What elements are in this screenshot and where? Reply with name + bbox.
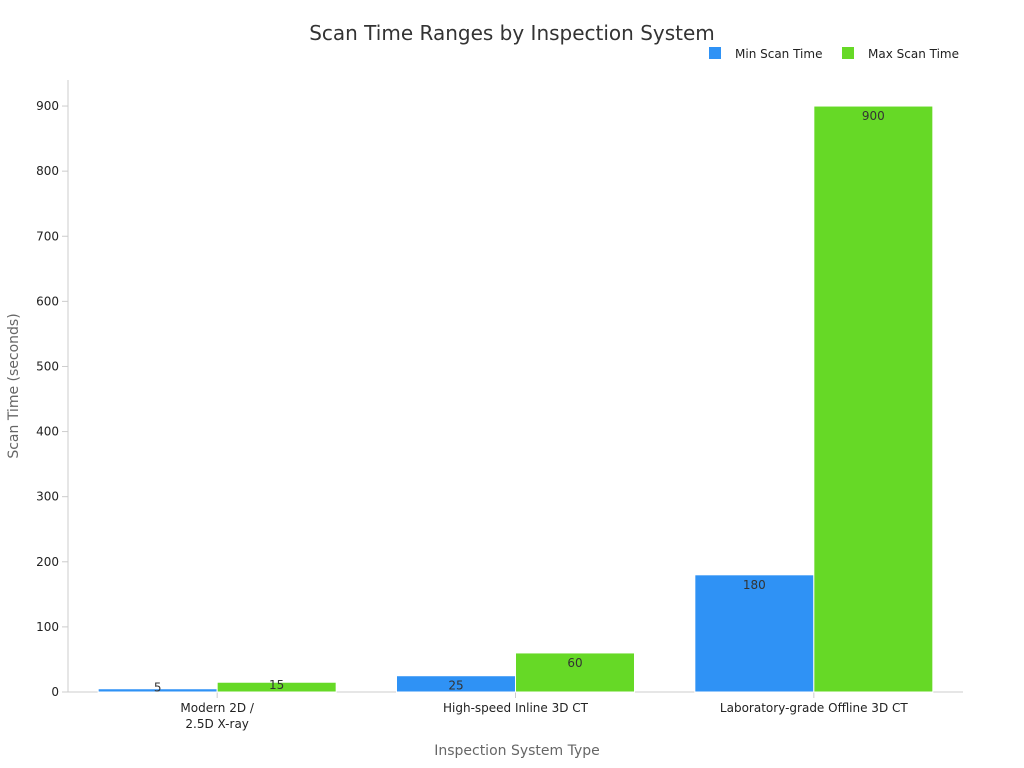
bar-min-2 <box>694 574 815 693</box>
bars: 5 25 180 15 60 900 <box>97 105 934 694</box>
legend: Min Scan Time Max Scan Time <box>709 47 959 61</box>
y-tick-label: 600 <box>36 294 59 308</box>
y-axis: 0 100 200 300 400 500 600 700 800 900 <box>36 80 69 699</box>
y-tick-label: 800 <box>36 164 59 178</box>
x-tick-label: High-speed Inline 3D CT <box>443 701 589 715</box>
legend-swatch-min <box>709 47 721 59</box>
x-tick-label: Laboratory-grade Offline 3D CT <box>720 701 908 715</box>
chart-title: Scan Time Ranges by Inspection System <box>309 21 715 45</box>
y-tick-label: 0 <box>51 685 59 699</box>
y-tick-label: 100 <box>36 620 59 634</box>
y-tick-label: 300 <box>36 490 59 504</box>
bar-max-2 <box>813 105 934 693</box>
data-label: 180 <box>743 578 766 592</box>
bar-max-0 <box>216 681 337 693</box>
y-tick-label: 200 <box>36 555 59 569</box>
y-tick-label: 900 <box>36 99 59 113</box>
x-tick-label: Modern 2D /2.5D X-ray <box>180 701 255 731</box>
x-axis: Modern 2D /2.5D X-ray High-speed Inline 3… <box>68 691 963 731</box>
x-axis-title: Inspection System Type <box>434 743 600 759</box>
data-label: 900 <box>862 109 885 123</box>
data-label: 60 <box>567 656 582 670</box>
legend-label: Max Scan Time <box>868 47 959 61</box>
data-label: 5 <box>154 680 162 694</box>
y-tick-label: 400 <box>36 425 59 439</box>
bar-max-1 <box>515 652 635 693</box>
data-label: 25 <box>448 679 463 693</box>
y-axis-title: Scan Time (seconds) <box>6 313 22 458</box>
legend-swatch-max <box>842 47 854 59</box>
legend-label: Min Scan Time <box>735 47 822 61</box>
data-label: 15 <box>269 678 284 692</box>
y-tick-label: 700 <box>36 229 59 243</box>
y-tick-label: 500 <box>36 359 59 373</box>
